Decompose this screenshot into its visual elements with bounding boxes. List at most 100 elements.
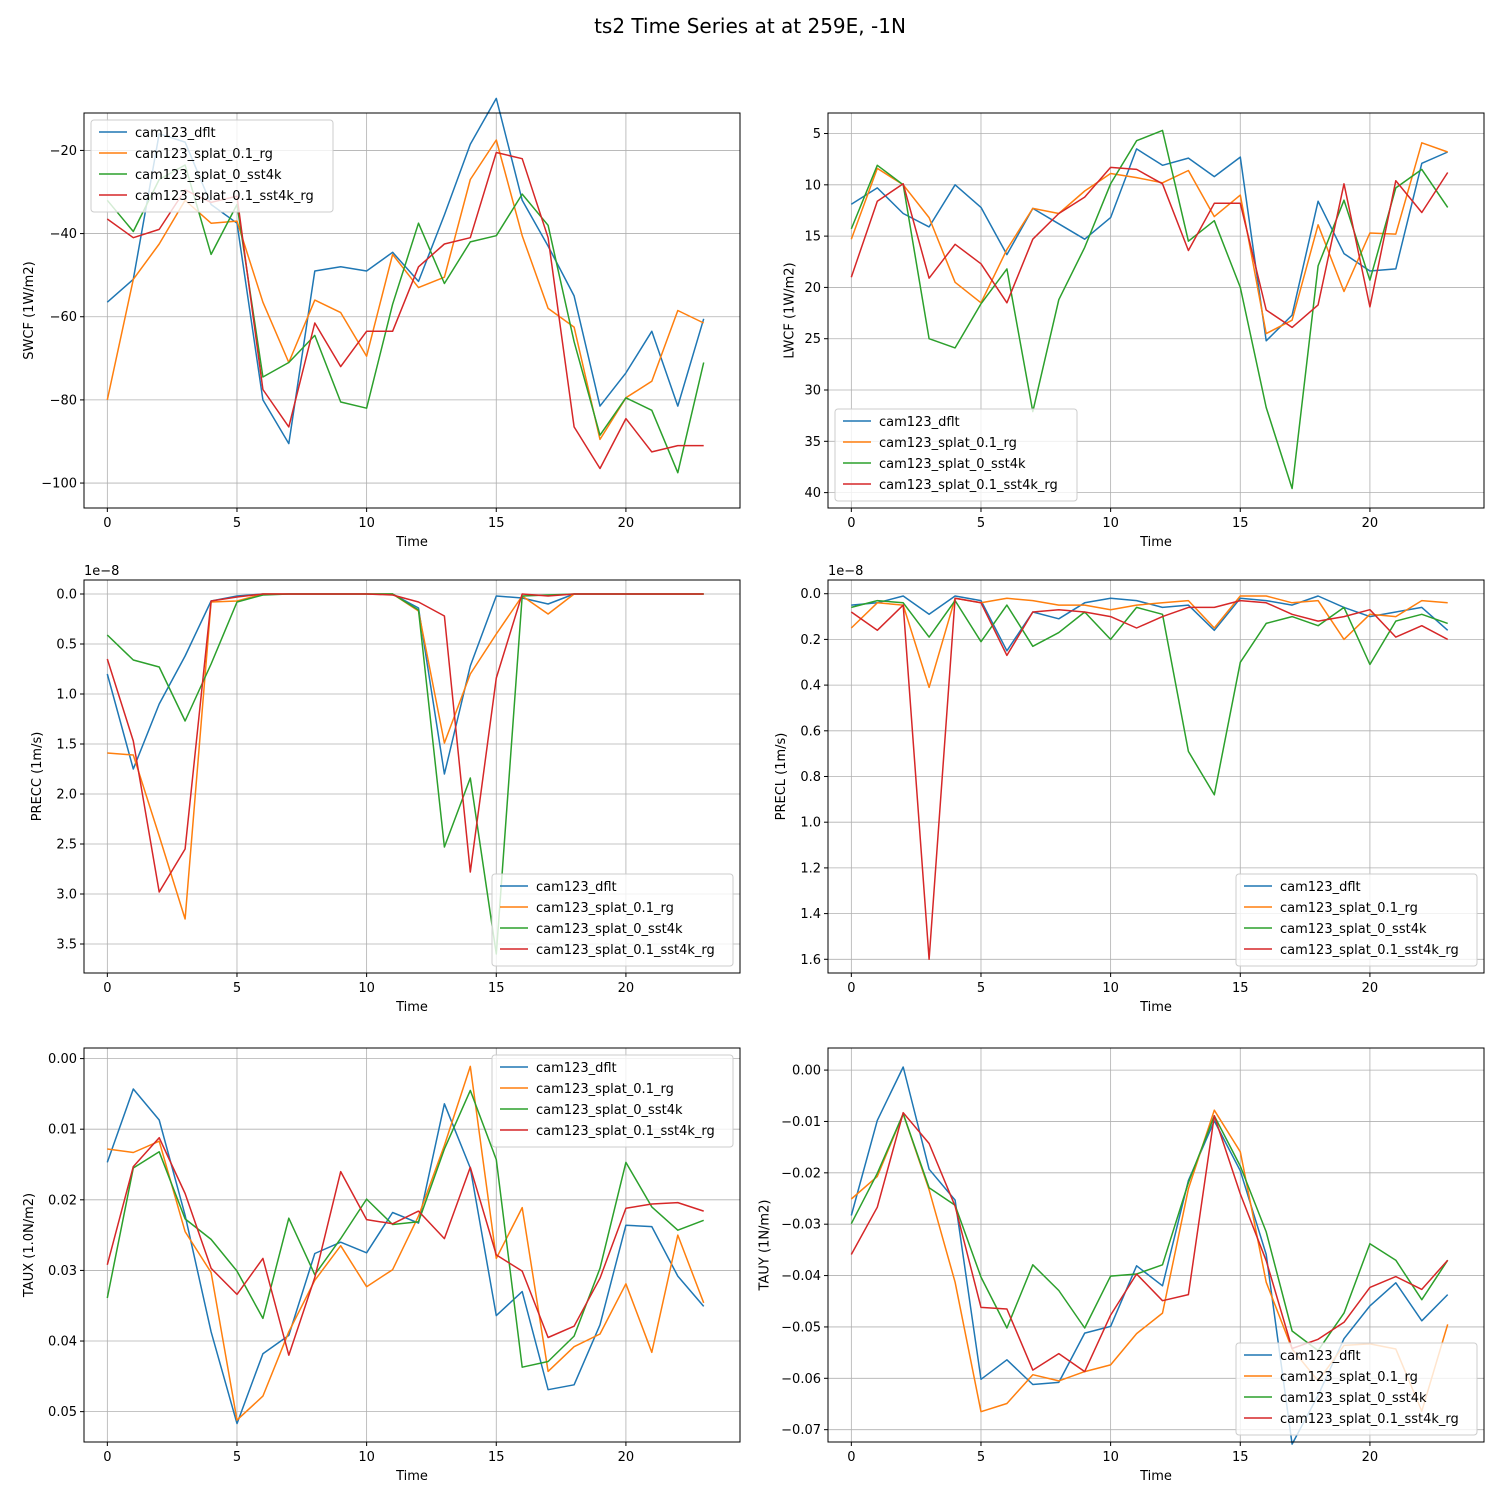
taux-legend-label-0: cam123_dflt — [536, 1061, 617, 1076]
precl-ytick-label: 1.6 — [800, 953, 821, 968]
precc-xtick-label: 15 — [488, 981, 505, 996]
lwcf-series-line-1 — [850, 142, 1448, 335]
swcf-ytick-label: −20 — [50, 144, 77, 159]
lwcf-ytick-label: 40 — [804, 486, 821, 501]
precc-legend-label-0: cam123_dflt — [536, 880, 617, 895]
precc-axes-frame — [83, 579, 741, 974]
precc-xtick-label: 20 — [618, 981, 635, 996]
precl-ytick-label: 1.0 — [800, 816, 821, 831]
precl-xtick-label: 5 — [977, 981, 985, 996]
precl-legend — [1235, 873, 1478, 967]
precl-ytick-label: 0.6 — [800, 724, 821, 739]
precc-legend-label-3: cam123_splat_0.1_sst4k_rg — [536, 943, 715, 958]
taux-legend-label-2: cam123_splat_0_sst4k — [536, 1103, 683, 1118]
precc-ylabel: PRECC (1m/s) — [30, 732, 45, 822]
taux-ytick-label: 0.01 — [48, 1123, 77, 1138]
swcf-ytick-label: −100 — [41, 477, 77, 492]
taux-axes-frame — [83, 1047, 741, 1443]
swcf-ytick-label: −60 — [50, 310, 77, 325]
precl-xlabel: Time — [1139, 1000, 1172, 1015]
precl-ytick-label: 0.0 — [800, 587, 821, 602]
precc-ytick-label: 1.5 — [56, 738, 77, 753]
precc-offset-text: 1e−8 — [84, 564, 119, 579]
tauy-ytick-label: −0.07 — [781, 1423, 821, 1438]
lwcf-ytick-label: 30 — [804, 384, 821, 399]
tauy-ytick-label: −0.06 — [781, 1372, 821, 1387]
precc-series-line-3 — [106, 593, 704, 893]
tauy-ylabel: TAUY (1N/m2) — [758, 1200, 773, 1292]
taux-xtick-label: 0 — [103, 1450, 111, 1465]
precc-xlabel: Time — [395, 1000, 428, 1015]
taux-series-line-3 — [106, 1136, 704, 1356]
tauy-legend — [1235, 1342, 1478, 1436]
lwcf-ytick-label: 5 — [813, 127, 821, 142]
lwcf-ytick-label: 15 — [804, 230, 821, 245]
taux-xtick-label: 5 — [233, 1450, 241, 1465]
precc-ytick-label: 1.0 — [56, 688, 77, 703]
precc-xtick-label: 5 — [233, 981, 241, 996]
precl-offset-text: 1e−8 — [828, 564, 863, 579]
precl-ylabel: PRECL (1m/s) — [774, 733, 789, 821]
tauy-xtick-label: 10 — [1102, 1450, 1119, 1465]
precl-ytick-label: 1.2 — [800, 861, 821, 876]
tauy-ytick-label: −0.05 — [781, 1320, 821, 1335]
lwcf-xtick-label: 15 — [1232, 516, 1249, 531]
lwcf-xlabel: Time — [1139, 535, 1172, 550]
lwcf-legend-label-2: cam123_splat_0_sst4k — [879, 457, 1026, 472]
precl-legend-label-2: cam123_splat_0_sst4k — [1280, 922, 1427, 937]
precc-ytick-label: 2.0 — [56, 788, 77, 803]
taux-xtick-label: 20 — [618, 1450, 635, 1465]
precl-xtick-label: 10 — [1102, 981, 1119, 996]
lwcf-ytick-label: 25 — [804, 332, 821, 347]
lwcf-series-line-3 — [850, 166, 1449, 329]
tauy-xtick-label: 5 — [977, 1450, 985, 1465]
precc-legend-label-1: cam123_splat_0.1_rg — [536, 901, 674, 916]
precl-series-line-2 — [851, 599, 1448, 796]
precc-legend-label-2: cam123_splat_0_sst4k — [536, 922, 683, 937]
tauy-legend-label-3: cam123_splat_0.1_sst4k_rg — [1280, 1412, 1459, 1427]
swcf-xtick-label: 5 — [233, 516, 241, 531]
tauy-series-line-3 — [850, 1111, 1449, 1373]
swcf-legend — [90, 119, 334, 213]
lwcf-legend — [834, 408, 1078, 502]
swcf-series-line-2 — [106, 164, 705, 474]
swcf-ytick-label: −80 — [50, 393, 77, 408]
precl-series-line-3 — [850, 597, 1449, 961]
lwcf-ytick-label: 20 — [804, 281, 821, 296]
precc-ytick-label: 0.5 — [56, 638, 77, 653]
taux-ylabel: TAUX (1.0N/m2) — [22, 1193, 37, 1298]
lwcf-legend-label-0: cam123_dflt — [879, 415, 960, 430]
lwcf-ylabel: LWCF (1W/m2) — [782, 262, 797, 358]
swcf-legend-label-3: cam123_splat_0.1_sst4k_rg — [135, 189, 314, 204]
taux-series-line-1 — [107, 1065, 705, 1421]
swcf-legend-label-2: cam123_splat_0_sst4k — [135, 168, 282, 183]
swcf-legend-label-1: cam123_splat_0.1_rg — [135, 147, 273, 162]
taux-legend — [491, 1054, 734, 1148]
lwcf-legend-label-3: cam123_splat_0.1_sst4k_rg — [879, 478, 1058, 493]
precl-ytick-label: 0.8 — [800, 770, 821, 785]
lwcf-legend-label-1: cam123_splat_0.1_rg — [879, 436, 1017, 451]
precc-ytick-label: 3.0 — [56, 888, 77, 903]
taux-legend-label-1: cam123_splat_0.1_rg — [536, 1082, 674, 1097]
taux-ytick-label: 0.02 — [48, 1193, 77, 1208]
swcf-ytick-label: −40 — [50, 227, 77, 242]
precl-xtick-label: 20 — [1362, 981, 1379, 996]
tauy-ytick-label: −0.03 — [781, 1218, 821, 1233]
tauy-xtick-label: 0 — [847, 1450, 855, 1465]
tauy-axes-frame — [827, 1047, 1485, 1443]
precl-ytick-label: 0.4 — [800, 679, 821, 694]
precl-xtick-label: 0 — [847, 981, 855, 996]
swcf-xtick-label: 20 — [618, 516, 635, 531]
precl-xtick-label: 15 — [1232, 981, 1249, 996]
precc-ytick-label: 0.0 — [56, 588, 77, 603]
swcf-axes-frame — [83, 112, 741, 509]
lwcf-xtick-label: 20 — [1362, 516, 1379, 531]
lwcf-xtick-label: 10 — [1102, 516, 1119, 531]
tauy-legend-label-2: cam123_splat_0_sst4k — [1280, 1391, 1427, 1406]
precc-xtick-label: 0 — [103, 981, 111, 996]
precl-legend-label-0: cam123_dflt — [1280, 880, 1361, 895]
lwcf-xtick-label: 0 — [847, 516, 855, 531]
lwcf-axes-frame — [827, 112, 1485, 509]
taux-xtick-label: 15 — [488, 1450, 505, 1465]
